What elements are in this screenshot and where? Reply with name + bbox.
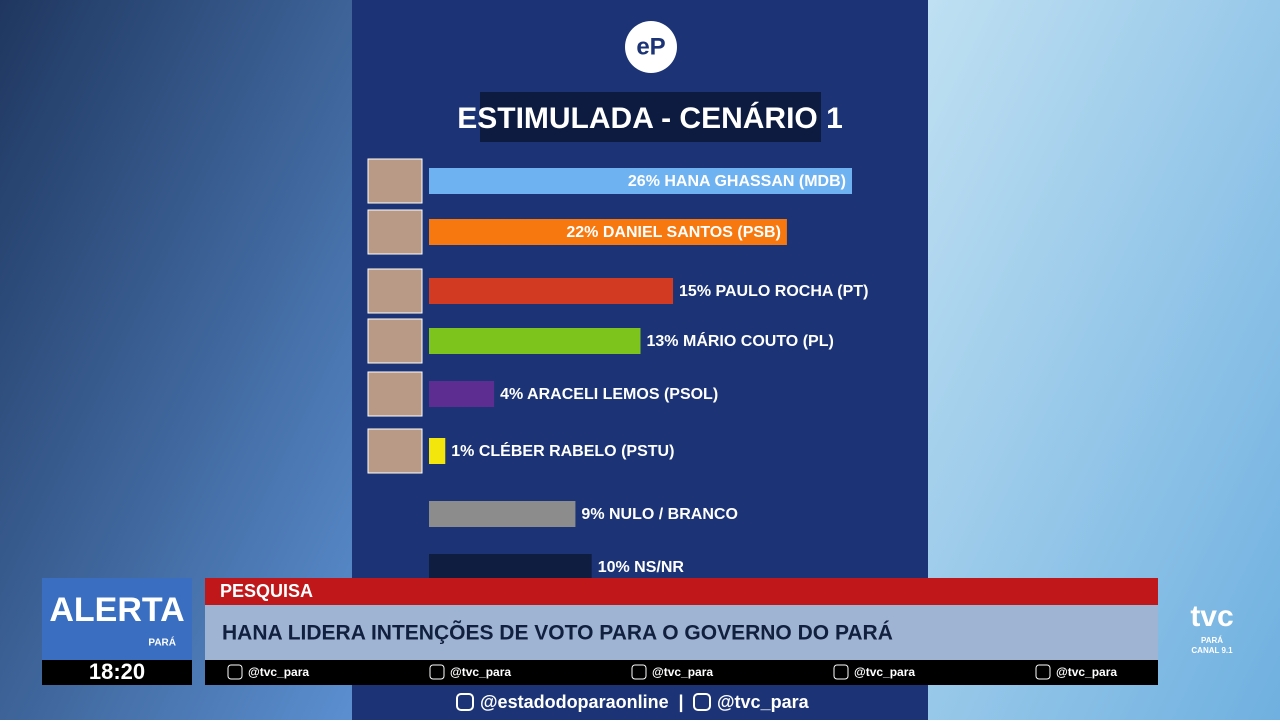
tag: PESQUISA (220, 581, 313, 601)
instagram-icon (456, 693, 474, 711)
channel-number: CANAL 9.1 (1191, 646, 1233, 655)
value-label: 1% (451, 443, 474, 460)
category-label: DANIEL SANTOS (PSB) (603, 224, 781, 241)
logo-circle (625, 21, 677, 73)
category-label: ARACELI LEMOS (PSOL) (527, 386, 718, 403)
channel-region: PARÁ (1201, 636, 1223, 645)
social-handle: @tvc_para (854, 665, 915, 679)
time: 18:20 (89, 659, 145, 684)
candidate-photo (367, 371, 423, 417)
category-label: MÁRIO COUTO (PL) (683, 331, 834, 350)
program-region: PARÁ (148, 636, 176, 649)
time-box (42, 660, 192, 685)
bar (429, 381, 495, 407)
chart-title: ESTIMULADA - CENÁRIO 1 (457, 101, 843, 135)
value-label: 22% (566, 224, 598, 241)
candidate-photo (367, 318, 423, 364)
category-label: CLÉBER RABELO (PSTU) (479, 441, 675, 460)
bar (429, 168, 852, 194)
bar-label: 15% PAULO ROCHA (PT) (679, 283, 868, 300)
socials: @tvc_para @tvc_para @tvc_para @tvc_para @tvc… (227, 664, 1117, 680)
bar-label: 26% HANA GHASSAN (MDB) (628, 173, 846, 190)
social-icon (429, 664, 445, 680)
bar-label: 4% ARACELI LEMOS (PSOL) (500, 386, 718, 403)
program-box (42, 578, 192, 660)
bar-label: 1% CLÉBER RABELO (PSTU) (451, 441, 674, 460)
headline-band (205, 605, 1158, 660)
value-label: 9% (581, 506, 604, 523)
category-label: PAULO ROCHA (PT) (716, 283, 869, 300)
bar (429, 554, 592, 580)
social-band (205, 660, 1158, 685)
bar-label: 10% NS/NR (598, 559, 685, 576)
social-handle: @tvc_para (248, 665, 309, 679)
headline: HANA LIDERA INTENÇÕES DE VOTO PARA O GOV… (222, 621, 893, 645)
social-icon (833, 664, 849, 680)
category-label: NS/NR (634, 559, 684, 576)
value-label: 26% (628, 173, 660, 190)
tag-band (205, 578, 1158, 605)
footer-separator: | (678, 692, 683, 712)
category-label: HANA GHASSAN (MDB) (664, 173, 846, 190)
candidate-photo (367, 428, 423, 474)
footer-left: @estadodoparaonline (480, 692, 669, 712)
social-icon (1035, 664, 1051, 680)
channel-name: tvc (1190, 600, 1233, 633)
candidate-photo (367, 268, 423, 314)
bar (429, 278, 674, 304)
bar-group: 26% HANA GHASSAN (MDB) 22% DANIEL SANTOS … (367, 158, 868, 580)
social-handle: @tvc_para (1056, 665, 1117, 679)
program: ALERTA (49, 591, 184, 629)
social-icon (227, 664, 243, 680)
value-label: 15% (679, 283, 711, 300)
social-handle: @tvc_para (652, 665, 713, 679)
value-label: 4% (500, 386, 523, 403)
instagram-icon (693, 693, 711, 711)
candidate-photo (367, 158, 423, 204)
bar (429, 438, 446, 464)
bar-label: 13% MÁRIO COUTO (PL) (647, 331, 834, 350)
candidate-photo (367, 209, 423, 255)
bar-label: 9% NULO / BRANCO (581, 506, 737, 523)
bar (429, 219, 787, 245)
bar (429, 328, 641, 354)
bar (429, 501, 576, 527)
social-icon (631, 664, 647, 680)
title-box (480, 92, 821, 142)
footer-right: @tvc_para (717, 692, 810, 712)
bar-label: 22% DANIEL SANTOS (PSB) (566, 224, 781, 241)
category-label: NULO / BRANCO (609, 506, 738, 523)
value-label: 13% (647, 333, 679, 350)
social-handle: @tvc_para (450, 665, 511, 679)
value-label: 10% (598, 559, 630, 576)
logo: eP (636, 33, 665, 60)
